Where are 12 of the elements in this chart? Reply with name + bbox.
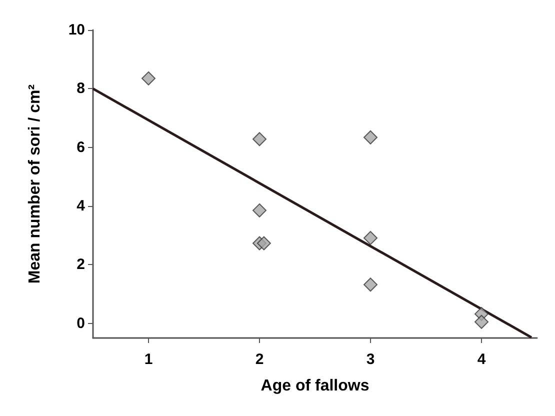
y-tick-label: 8: [76, 80, 85, 98]
x-tick-label: 3: [366, 351, 375, 368]
y-tick-label: 0: [76, 314, 85, 332]
y-axis-title: Mean number of sori / cm²: [26, 84, 44, 284]
y-tick-label: 2: [76, 256, 85, 274]
x-tick-label: 1: [144, 351, 153, 368]
x-axis-title: Age of fallows: [260, 378, 370, 394]
x-tick-label: 4: [477, 351, 486, 368]
x-tick-label: 2: [255, 351, 264, 368]
y-tick-label: 4: [76, 198, 86, 214]
y-tick-label: 6: [76, 138, 85, 156]
y-tick-label: 10: [68, 22, 85, 38]
